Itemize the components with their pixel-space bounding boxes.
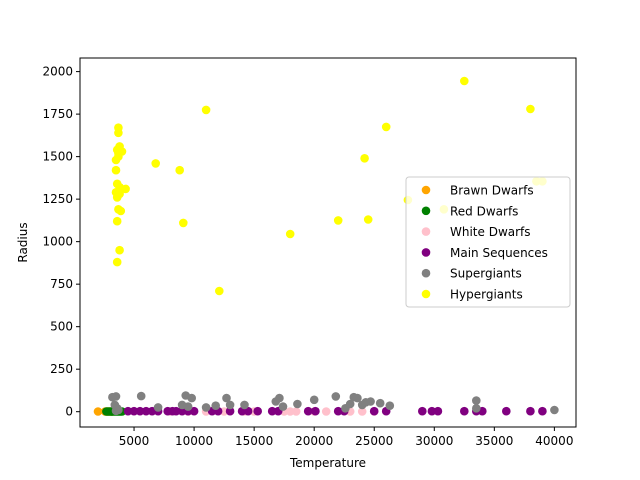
data-point — [364, 215, 373, 224]
data-point — [211, 401, 220, 410]
data-point — [286, 230, 295, 239]
data-point — [113, 258, 122, 267]
data-point — [360, 154, 369, 163]
y-tick-label: 1750 — [42, 107, 73, 121]
data-point — [112, 407, 121, 416]
y-tick-label: 250 — [50, 362, 73, 376]
legend-label: Main Sequences — [450, 246, 548, 260]
data-point — [460, 407, 469, 416]
data-point — [293, 400, 302, 409]
x-tick-label: 35000 — [475, 434, 513, 448]
x-tick-label: 15000 — [235, 434, 273, 448]
data-point — [240, 401, 249, 410]
legend-label: Hypergiants — [450, 288, 523, 302]
data-point — [502, 407, 511, 416]
data-point — [376, 399, 385, 408]
data-point — [460, 77, 469, 86]
data-point — [472, 404, 481, 413]
data-point — [434, 407, 443, 416]
legend-marker — [422, 290, 431, 299]
data-point — [117, 207, 126, 216]
data-point — [334, 216, 343, 225]
data-point — [275, 394, 284, 403]
x-tick-label: 25000 — [355, 434, 393, 448]
legend-label: Brawn Dwarfs — [450, 184, 534, 198]
data-point — [202, 403, 211, 412]
data-point — [366, 397, 375, 406]
x-axis-ticks: 5000 10000 15000 20000 25000 30000 35000 40000 — [119, 427, 574, 448]
x-tick-label: 30000 — [415, 434, 453, 448]
x-axis-label: Temperature — [289, 456, 366, 470]
data-point — [113, 193, 122, 202]
data-point — [526, 105, 535, 114]
y-tick-label: 1250 — [42, 192, 73, 206]
data-point — [279, 402, 288, 411]
data-point — [253, 407, 262, 416]
y-axis-label: Radius — [16, 222, 30, 262]
x-tick-label: 5000 — [119, 434, 150, 448]
data-point — [154, 403, 163, 412]
data-point — [115, 246, 124, 255]
y-tick-label: 0 — [65, 405, 73, 419]
data-point — [112, 392, 121, 401]
legend-label: White Dwarfs — [450, 225, 531, 239]
data-point — [386, 401, 395, 410]
data-point — [226, 401, 235, 410]
data-point — [370, 407, 379, 416]
y-tick-label: 750 — [50, 277, 73, 291]
data-point — [538, 407, 547, 416]
data-point — [526, 407, 535, 416]
data-point — [179, 219, 188, 228]
x-tick-label: 20000 — [295, 434, 333, 448]
legend-marker — [422, 207, 431, 216]
data-point — [418, 407, 427, 416]
legend-marker — [422, 227, 431, 236]
data-point — [202, 106, 211, 115]
data-point — [114, 129, 123, 138]
legend-marker — [422, 248, 431, 257]
data-point — [112, 166, 121, 175]
data-point — [472, 396, 481, 405]
data-point — [151, 159, 160, 168]
legend-marker — [422, 269, 431, 278]
data-point — [310, 396, 319, 405]
legend: Brawn Dwarfs Red Dwarfs White Dwarfs Main S… — [406, 177, 570, 307]
data-point — [311, 407, 320, 416]
y-tick-label: 500 — [50, 320, 73, 334]
data-point — [332, 392, 341, 401]
data-point — [113, 217, 122, 226]
data-point — [137, 392, 146, 401]
data-point — [382, 123, 391, 132]
y-tick-label: 1000 — [42, 235, 73, 249]
data-point — [114, 152, 123, 161]
data-point — [322, 407, 331, 416]
x-tick-label: 10000 — [175, 434, 213, 448]
legend-marker — [422, 186, 431, 195]
data-point — [550, 406, 559, 415]
x-tick-label: 40000 — [535, 434, 573, 448]
data-point — [184, 402, 193, 411]
data-point — [187, 394, 196, 403]
data-point — [175, 166, 184, 175]
data-point — [292, 407, 301, 416]
legend-label: Supergiants — [450, 267, 522, 281]
y-tick-label: 2000 — [42, 65, 73, 79]
legend-label: Red Dwarfs — [450, 204, 518, 218]
y-axis-ticks: 0 250 500 750 1000 1250 1500 1750 2000 — [42, 65, 80, 419]
data-point — [215, 287, 224, 296]
y-tick-label: 1500 — [42, 150, 73, 164]
